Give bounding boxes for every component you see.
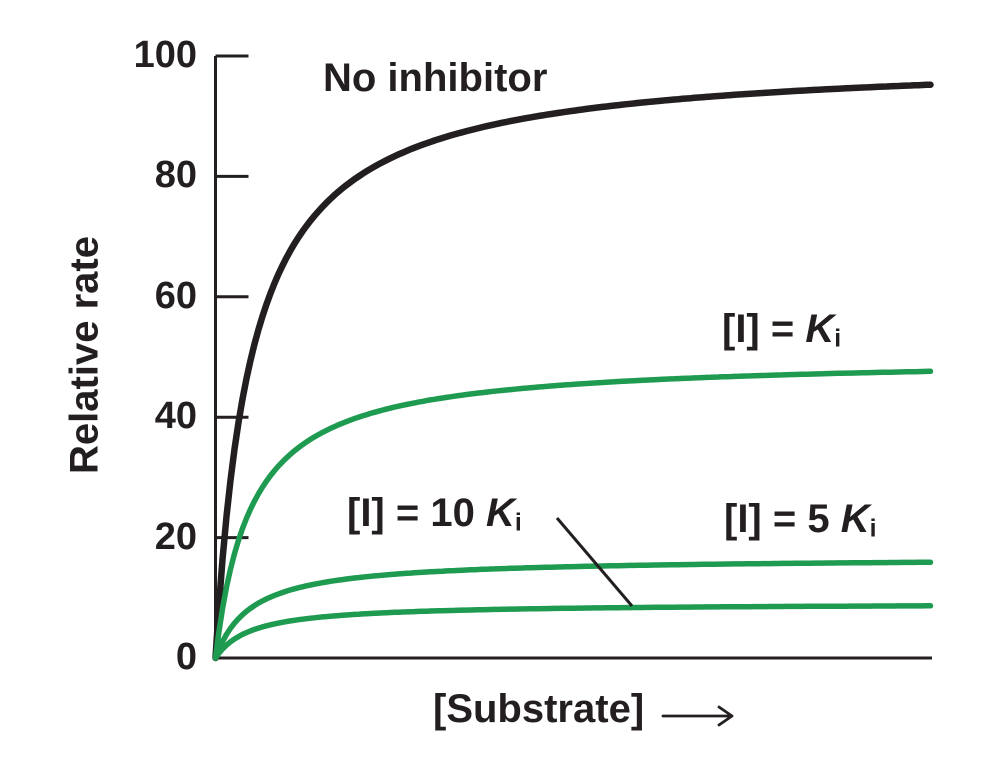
- label-ki-symbol: K: [805, 307, 835, 351]
- label-10ki-prefix: [I] = 10: [347, 491, 486, 535]
- right-arrow-icon: [661, 705, 734, 727]
- label-inhibitor-equals-ki: [I] = Ki: [722, 309, 841, 352]
- axes: [214, 56, 932, 660]
- x-axis-title: [Substrate]: [433, 687, 645, 731]
- label-inhibitor-equals-10ki: [I] = 10 Ki: [347, 493, 522, 536]
- label-10ki-subscript: i: [514, 509, 522, 537]
- curve-ki: [212, 368, 934, 661]
- curve-no-inhibitor: [212, 81, 934, 662]
- label-ki-subscript: i: [834, 325, 842, 353]
- label-10ki-symbol: K: [485, 491, 515, 535]
- y-axis-title: Relative rate: [62, 236, 107, 474]
- label-5ki-symbol: K: [840, 497, 870, 541]
- curve-5ki: [212, 559, 934, 661]
- label-ki-prefix: [I] =: [722, 307, 806, 351]
- leader-line-10ki: [555, 517, 634, 607]
- label-5ki-prefix: [I] = 5: [724, 497, 841, 541]
- label-5ki-subscript: i: [869, 515, 877, 543]
- label-inhibitor-equals-5ki: [I] = 5 Ki: [724, 499, 876, 542]
- label-no-inhibitor: No inhibitor: [323, 56, 548, 100]
- curve-10ki: [212, 603, 934, 661]
